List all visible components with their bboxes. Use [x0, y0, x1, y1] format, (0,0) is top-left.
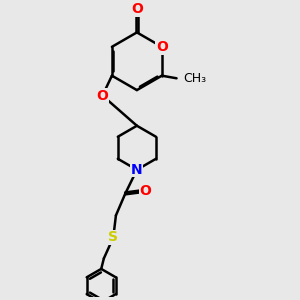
Text: S: S [108, 230, 118, 244]
Text: O: O [97, 88, 108, 103]
Text: O: O [139, 184, 151, 198]
Text: O: O [131, 2, 143, 16]
Text: N: N [131, 163, 143, 177]
Text: CH₃: CH₃ [183, 72, 206, 85]
Text: O: O [156, 40, 168, 54]
